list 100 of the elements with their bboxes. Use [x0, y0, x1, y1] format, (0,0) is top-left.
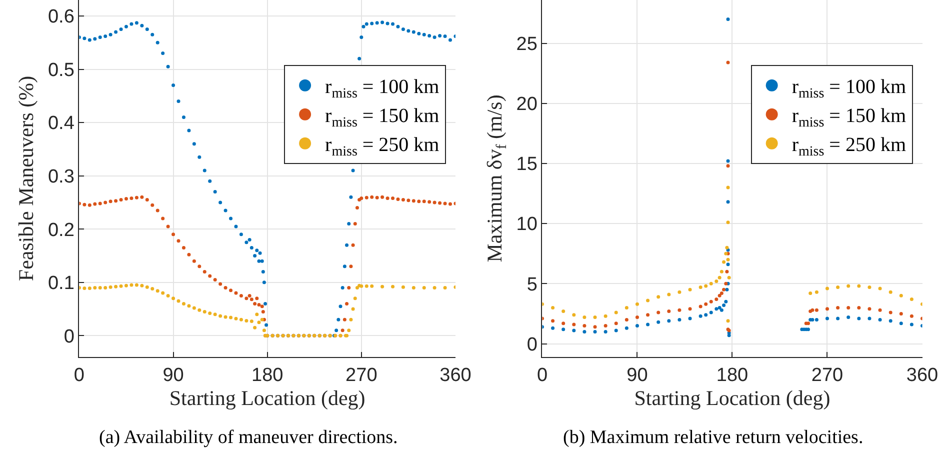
point	[572, 313, 576, 317]
point	[878, 318, 882, 322]
point	[868, 286, 872, 290]
point	[562, 310, 566, 314]
point	[836, 286, 840, 290]
point	[825, 316, 829, 320]
point	[727, 334, 731, 338]
point	[825, 307, 829, 311]
point	[656, 310, 660, 314]
point	[624, 306, 628, 310]
point	[572, 322, 576, 326]
point	[714, 307, 718, 311]
point	[724, 300, 728, 304]
text: (b) Maximum relative return velocities.	[563, 427, 864, 448]
y-tick-label: 0.6	[48, 6, 74, 28]
point	[635, 316, 639, 320]
y-tick-label: 0.4	[48, 113, 75, 134]
point	[878, 308, 882, 312]
point	[857, 284, 861, 288]
point	[722, 288, 726, 292]
y-tick-label: 15	[516, 154, 538, 176]
point	[709, 282, 713, 286]
point	[888, 319, 892, 323]
point	[836, 316, 840, 320]
point	[656, 320, 660, 324]
point	[551, 326, 555, 330]
point	[704, 284, 708, 288]
point	[718, 294, 722, 298]
point	[726, 60, 730, 64]
point	[635, 302, 639, 306]
point	[624, 326, 628, 330]
point	[726, 262, 730, 266]
point	[726, 159, 730, 163]
point	[667, 292, 671, 296]
point	[726, 200, 730, 204]
legend-label: r$_{miss}$ = 250 km	[792, 134, 906, 160]
point	[593, 325, 597, 329]
y-tick-label: 0	[64, 326, 74, 348]
point	[808, 292, 812, 296]
point	[582, 316, 586, 320]
y-tick-label: 0.2	[48, 220, 74, 241]
point	[688, 288, 692, 292]
point	[725, 246, 729, 250]
point	[593, 330, 597, 334]
point	[899, 322, 903, 326]
point	[722, 260, 726, 264]
point	[646, 313, 650, 317]
point	[720, 308, 724, 312]
point	[857, 316, 861, 320]
point	[726, 17, 730, 21]
legend-label: r$_{miss}$ = 250 km	[325, 134, 440, 160]
point	[888, 290, 892, 294]
point	[593, 316, 597, 320]
point	[726, 186, 730, 190]
point	[718, 276, 722, 280]
point	[604, 324, 608, 328]
point	[688, 307, 692, 311]
point	[551, 319, 555, 323]
point	[698, 304, 702, 308]
x-tick-label: 270	[346, 364, 378, 386]
point	[722, 304, 726, 308]
point	[720, 270, 724, 274]
point	[646, 298, 650, 302]
y-tick-label: 0.3	[48, 166, 74, 188]
point	[704, 302, 708, 306]
x-tick-label: 270	[811, 364, 844, 386]
x-tick-label: 90	[162, 364, 184, 386]
x-tick-label: 360	[906, 364, 938, 386]
x-axis-title: Starting Location (deg)	[169, 386, 366, 410]
y-tick-label: 25	[516, 34, 538, 55]
point	[562, 322, 566, 326]
point	[667, 310, 671, 314]
point	[814, 318, 818, 322]
point	[888, 310, 892, 314]
point	[646, 322, 650, 326]
x-tick-label: 180	[716, 364, 748, 386]
point	[726, 220, 730, 224]
y-tick-label: 10	[516, 214, 538, 236]
point	[726, 164, 730, 168]
point	[582, 324, 586, 328]
y-tick-label: 0.1	[48, 273, 74, 294]
point	[846, 316, 850, 320]
point	[868, 307, 872, 311]
point	[836, 306, 840, 310]
point	[899, 312, 903, 316]
x-axis-title: Starting Location (deg)	[634, 386, 830, 410]
point	[698, 286, 702, 290]
point	[604, 314, 608, 318]
text: (a) Availability of maneuver directions.	[99, 427, 398, 448]
point	[709, 300, 713, 304]
point	[825, 286, 829, 290]
point	[562, 328, 566, 332]
point	[814, 308, 818, 312]
point	[910, 322, 914, 326]
y-tick-label: 20	[516, 94, 538, 116]
point	[678, 308, 682, 312]
point	[614, 310, 618, 314]
x-tick-label: 90	[626, 364, 648, 386]
point	[846, 284, 850, 288]
point	[698, 314, 702, 318]
